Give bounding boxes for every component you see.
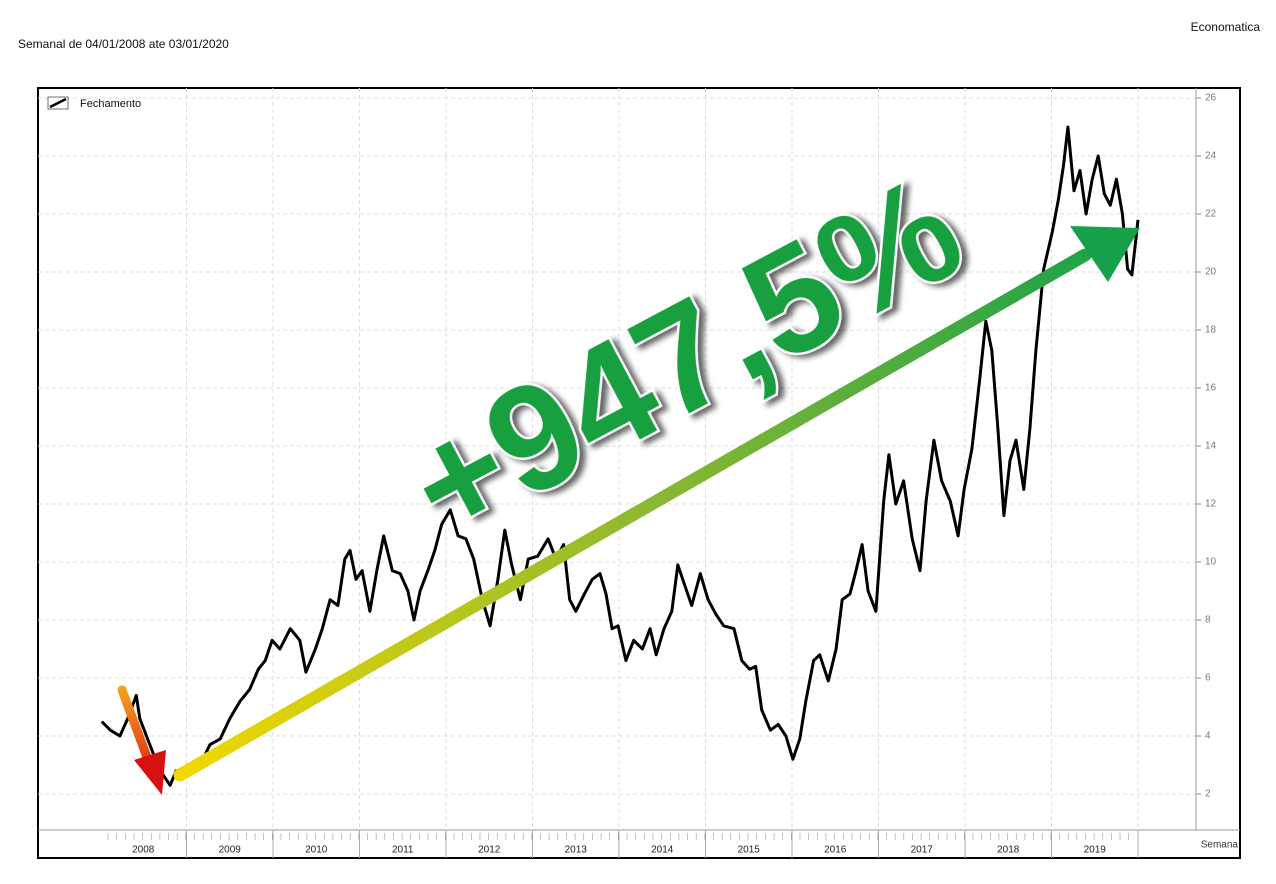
series-layer [100, 125, 1140, 787]
x-tick-label: 2010 [305, 845, 328, 856]
y-tick-label: 18 [1205, 325, 1217, 336]
x-tick-label: 2017 [911, 845, 934, 856]
y-tick-label: 22 [1205, 209, 1217, 220]
y-tick-label: 14 [1205, 441, 1217, 452]
y-tick-label: 8 [1205, 615, 1211, 626]
annotation-arrows [117, 226, 1140, 795]
y-tick-label: 10 [1205, 557, 1217, 568]
x-tick-label: 2015 [738, 845, 761, 856]
source: Economatica [1191, 20, 1261, 34]
x-tick-label: 2019 [1084, 845, 1107, 856]
y-tick-label: 6 [1205, 673, 1211, 684]
subtitle: Semanal de 04/01/2008 ate 03/01/2020 [18, 37, 229, 51]
y-tick-label: 12 [1205, 499, 1217, 510]
trend-arrow [173, 248, 1092, 782]
y-tick-label: 20 [1205, 267, 1217, 278]
y-tick-label: 16 [1205, 383, 1217, 394]
price-line [100, 125, 1140, 787]
y-tick-label: 24 [1205, 151, 1217, 162]
y-tick-label: 26 [1205, 93, 1217, 104]
trend-arrowhead [1070, 226, 1140, 282]
legend-swatch [49, 97, 67, 109]
x-tick-label: 2018 [997, 845, 1020, 856]
x-axis-label: Semana [1201, 840, 1239, 851]
x-tick-label: 2013 [565, 845, 588, 856]
y-tick-label: 4 [1205, 731, 1211, 742]
plot-frame [37, 87, 1241, 859]
drop-arrow [117, 685, 153, 765]
x-tick-label: 2011 [392, 845, 414, 856]
x-tick-label: 2016 [824, 845, 847, 856]
legend-label: Fechamento [80, 98, 141, 110]
y-tick-label: 2 [1205, 789, 1211, 800]
drop-arrowhead [134, 750, 166, 795]
x-tick-label: 2009 [219, 845, 242, 856]
x-tick-label: 2014 [651, 845, 674, 856]
x-tick-label: 2008 [132, 845, 155, 856]
x-tick-label: 2012 [478, 845, 501, 856]
